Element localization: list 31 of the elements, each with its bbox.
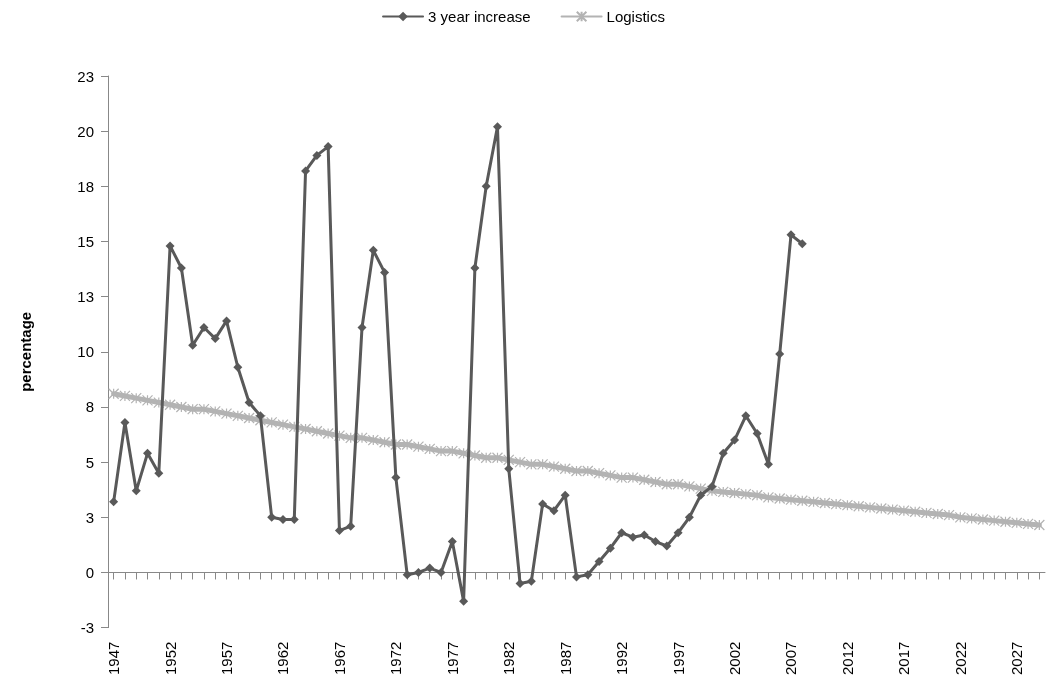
y-tick-label: 15 xyxy=(77,232,94,250)
y-tick-label: 0 xyxy=(85,563,94,581)
y-tick-label: 3 xyxy=(85,508,94,526)
x-tick-label: 1957 xyxy=(218,641,236,676)
x-tick-label: 1992 xyxy=(613,641,631,676)
y-tick-label: 18 xyxy=(77,177,94,195)
legend-label: Logistics xyxy=(606,8,665,25)
y-tick-label: 20 xyxy=(77,122,94,140)
x-tick-label: 1977 xyxy=(443,641,461,676)
y-tick-label: 5 xyxy=(85,453,94,471)
y-tick-label: 23 xyxy=(77,67,94,85)
legend-label: 3 year increase xyxy=(428,8,531,25)
x-tick-label: 2002 xyxy=(726,641,744,676)
y-tick-label: 13 xyxy=(77,288,94,306)
y-axis-title: percentage xyxy=(17,311,34,392)
y-tick-label: 10 xyxy=(77,343,94,361)
x-tick-label: 1952 xyxy=(161,641,179,676)
x-tick-label: 2007 xyxy=(782,641,800,676)
y-tick-label: 8 xyxy=(85,398,94,416)
x-tick-label: 1947 xyxy=(105,641,123,676)
x-tick-label: 1962 xyxy=(274,641,292,676)
x-tick-label: 1982 xyxy=(500,641,518,676)
x-tick-label: 1972 xyxy=(387,641,405,676)
x-tick-label: 1967 xyxy=(330,641,348,676)
y-tick-label: -3 xyxy=(80,619,94,637)
x-tick-label: 1987 xyxy=(556,641,574,676)
x-tick-label: 2027 xyxy=(1008,641,1026,676)
x-tick-label: 2017 xyxy=(895,641,913,676)
x-tick-label: 2022 xyxy=(951,641,969,676)
x-tick-label: 2012 xyxy=(838,641,856,676)
x-tick-label: 1997 xyxy=(669,641,687,676)
